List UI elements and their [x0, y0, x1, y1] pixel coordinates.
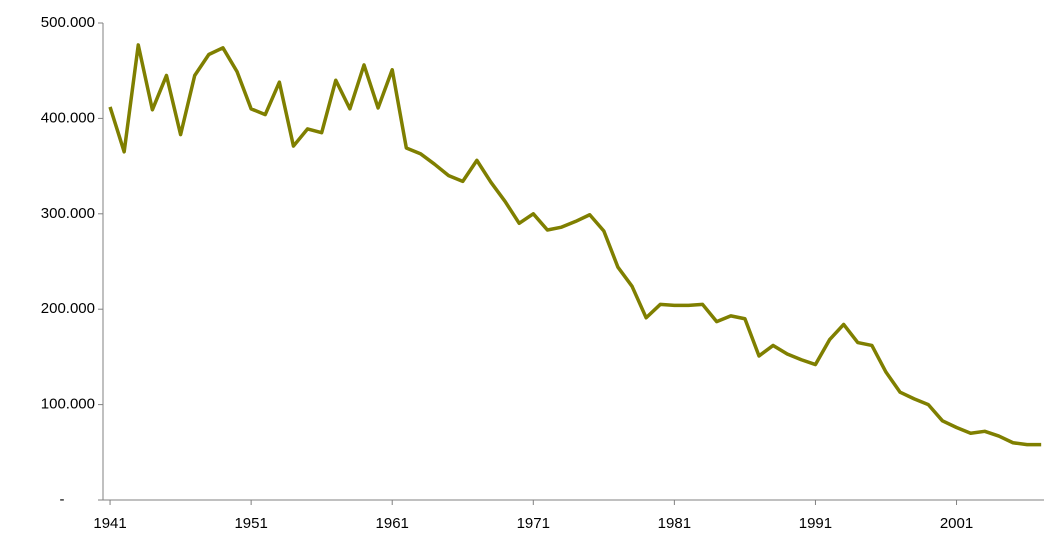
x-tick-label: 1991 — [799, 515, 832, 532]
x-tick-label: 1971 — [517, 515, 550, 532]
x-tick-label: 1951 — [234, 515, 267, 532]
y-tick-label: 500.000 — [41, 14, 95, 31]
x-tick-label: 2001 — [940, 515, 973, 532]
data-line — [108, 43, 1042, 447]
y-tick-label: 200.000 — [41, 300, 95, 317]
y-tick-label: 400.000 — [41, 109, 95, 126]
y-tick-label: 100.000 — [41, 396, 95, 413]
x-tick-label: 1961 — [376, 515, 409, 532]
x-tick-label: 1981 — [658, 515, 691, 532]
x-tick-label: 1941 — [93, 515, 126, 532]
y-tick-label: - — [60, 491, 65, 508]
y-tick-label: 300.000 — [41, 205, 95, 222]
